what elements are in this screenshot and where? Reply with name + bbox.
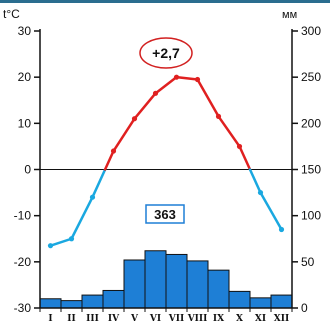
- temperature-segment: [248, 168, 262, 194]
- left-tick-label: 20: [18, 70, 32, 84]
- temperature-point: [89, 194, 96, 200]
- left-axis-label: t°C: [3, 7, 20, 21]
- month-label: I: [48, 314, 52, 324]
- temperature-segment: [91, 168, 107, 199]
- temperature-segment: [217, 115, 241, 148]
- temperature-point: [47, 243, 54, 249]
- temperature-point: [236, 143, 243, 150]
- precipitation-bar: [165, 253, 188, 309]
- month-label: VI: [149, 314, 161, 324]
- month-label: XII: [274, 314, 289, 324]
- mean-temperature-ellipse: [139, 37, 193, 69]
- temperature-segment: [70, 195, 94, 240]
- month-label: II: [67, 314, 75, 324]
- temperature-segment: [175, 75, 199, 81]
- precipitation-bar: [207, 269, 230, 309]
- temperature-point: [131, 116, 138, 122]
- precipitation-bar: [81, 294, 104, 309]
- precipitation-bar: [123, 259, 146, 309]
- right-tick-label: 300: [301, 24, 321, 38]
- temperature-point: [215, 113, 222, 120]
- temperature-segment: [154, 75, 178, 95]
- temperature-segment: [133, 92, 157, 120]
- right-tick-label: 100: [301, 209, 321, 223]
- precipitation-bar: [144, 250, 167, 309]
- month-label: V: [130, 314, 139, 324]
- precipitation-bars: [39, 250, 293, 309]
- precipitation-bar: [228, 290, 251, 309]
- month-label: IX: [213, 314, 224, 324]
- month-label: IV: [108, 314, 120, 324]
- temperature-segment: [238, 145, 252, 171]
- month-label: VIII: [187, 314, 208, 324]
- left-tick-label: -20: [14, 255, 32, 269]
- right-tick-label: 50: [301, 255, 315, 269]
- temperature-point: [278, 226, 285, 233]
- right-tick-label: 150: [301, 163, 321, 177]
- precipitation-bar: [102, 289, 125, 309]
- precipitation-bar: [186, 260, 209, 309]
- precipitation-bar: [270, 294, 293, 309]
- right-tick-label: 250: [301, 70, 321, 84]
- month-label: III: [86, 314, 99, 324]
- annual-precipitation-box: [145, 204, 185, 224]
- temperature-point: [194, 76, 201, 83]
- left-tick-label: 30: [18, 24, 32, 38]
- temperature-segment: [196, 78, 220, 118]
- header-bar: [0, 0, 330, 3]
- axes: [34, 29, 298, 312]
- temperature-segment: [103, 149, 115, 171]
- temperature-line: [47, 74, 285, 249]
- left-tick-label: 0: [24, 163, 31, 177]
- month-label: X: [236, 314, 243, 324]
- temperature-segment: [259, 191, 283, 231]
- annual-precipitation-label: 363: [154, 207, 176, 222]
- temperature-segment: [49, 237, 73, 247]
- left-tick-label: -10: [14, 209, 32, 223]
- right-tick-label: 200: [301, 116, 321, 130]
- temperature-segment: [112, 117, 136, 153]
- precipitation-bar: [39, 298, 62, 309]
- temperature-point: [173, 74, 180, 80]
- mean-temperature-label: +2,7: [152, 45, 180, 61]
- temperature-point: [110, 148, 117, 154]
- precipitation-bar: [60, 300, 83, 309]
- left-tick-label: 10: [18, 116, 32, 130]
- temperature-point: [68, 236, 75, 242]
- month-label: VII: [168, 314, 184, 324]
- right-axis-label: мм: [282, 9, 297, 21]
- temperature-point: [257, 189, 264, 196]
- right-tick-label: 0: [301, 301, 308, 315]
- temperature-point: [152, 90, 159, 96]
- left-tick-label: -30: [14, 301, 32, 315]
- precipitation-bar: [249, 297, 272, 309]
- month-label: XI: [255, 314, 266, 324]
